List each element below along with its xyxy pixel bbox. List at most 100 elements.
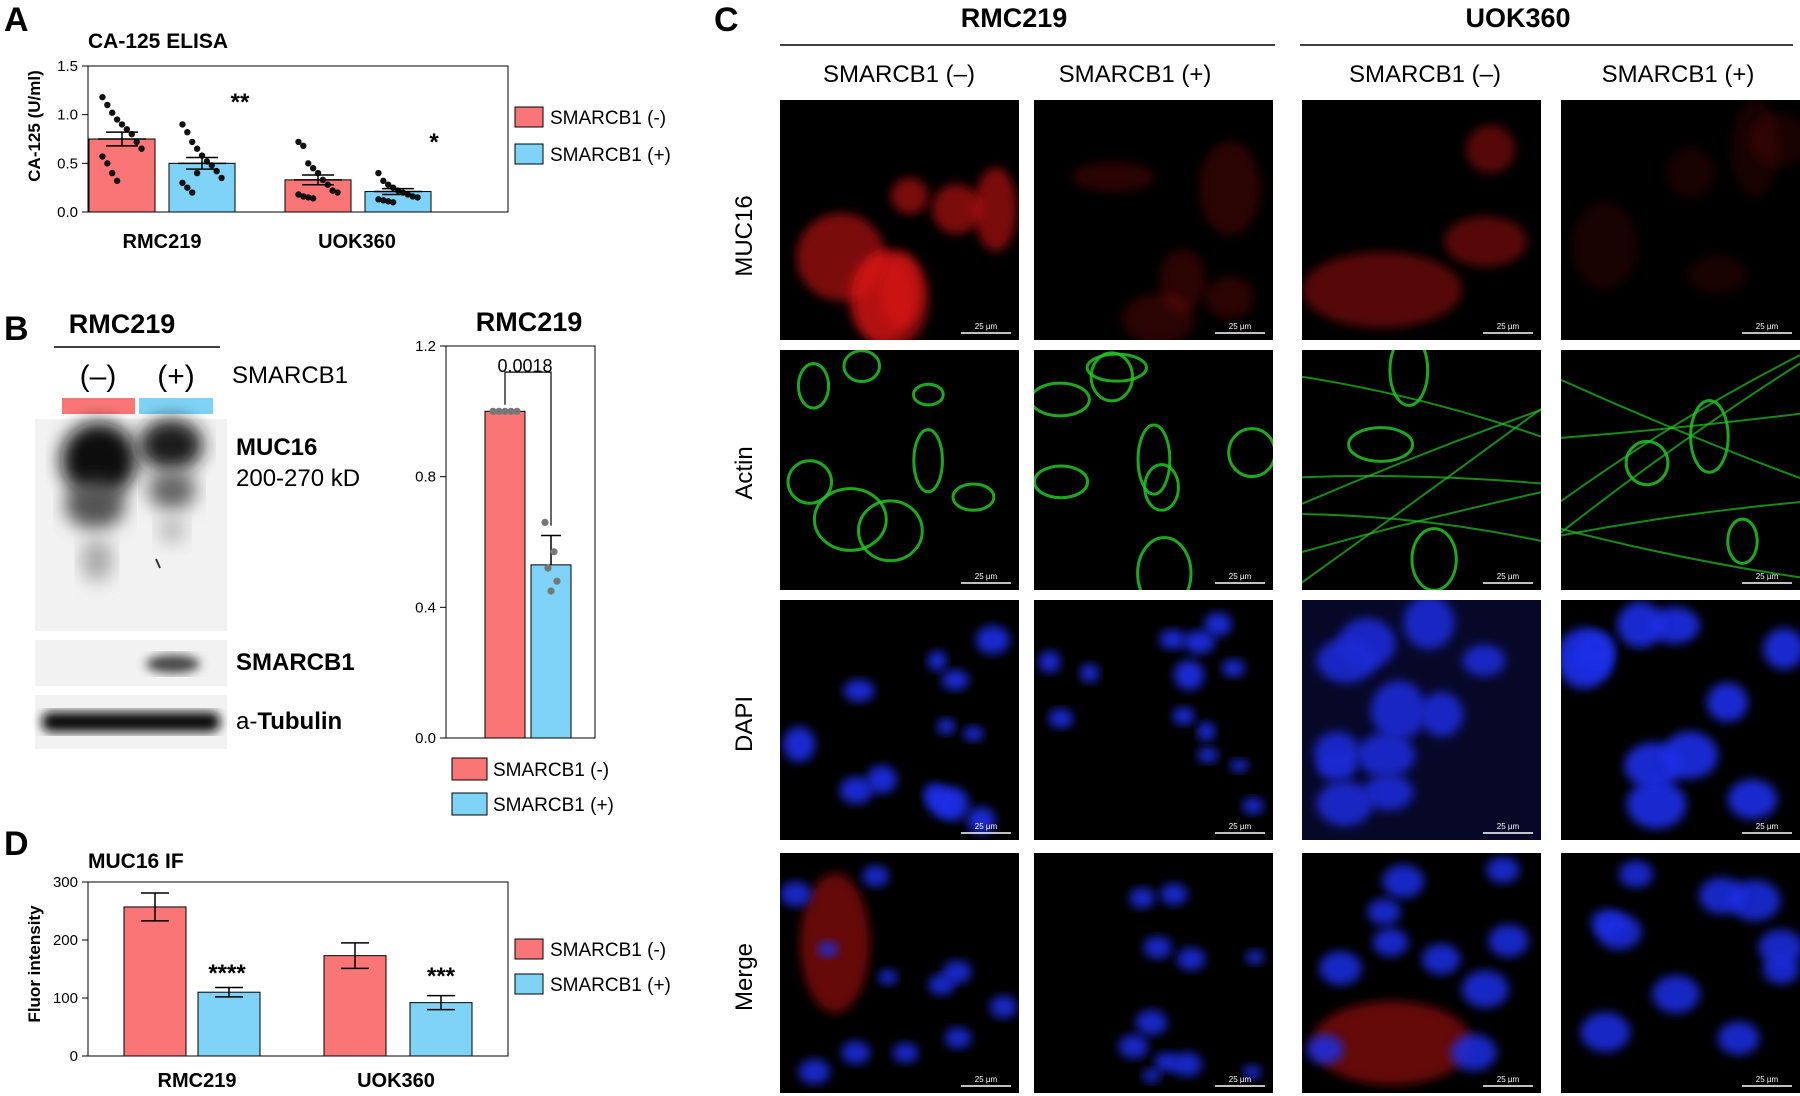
lane-label-pos: (+): [157, 360, 195, 393]
actin-fiber: [1561, 527, 1800, 579]
scale-bar-label: 25 µm: [1497, 572, 1520, 581]
lane-color-bar-pos: [139, 398, 213, 414]
bar: [409, 1002, 473, 1057]
bar-point: [99, 153, 106, 160]
band-label-tubulin: a-Tubulin: [236, 708, 342, 735]
legend-swatch-neg: [451, 757, 488, 781]
row-label-muc16: MUC16: [731, 195, 758, 276]
bar-point: [218, 174, 225, 182]
micrograph-content: [1034, 100, 1273, 340]
micrograph-merge-1: 25 µm: [780, 853, 1019, 1093]
nucleus: [1197, 747, 1219, 763]
panel-label-c: C: [714, 1, 739, 39]
actin-fiber: [1302, 513, 1541, 542]
panel-a-legend: SMARCB1 (-) SMARCB1 (+): [514, 106, 671, 166]
actin-cell-outline: [1624, 439, 1670, 487]
merge-nucleus: [1580, 1012, 1631, 1053]
blot-header: RMC219: [69, 309, 176, 339]
merge-nucleus: [1171, 1052, 1203, 1077]
panel-d-category-2: UOK360: [357, 1070, 435, 1092]
merge-nucleus: [1176, 947, 1206, 971]
bar-point: [547, 587, 555, 595]
y-tick-label: 0.8: [415, 469, 436, 486]
panel-d-chart: 0 100 200 300: [53, 874, 509, 1065]
actin-cell-outline: [1410, 527, 1458, 590]
micrograph-content: [1302, 100, 1541, 340]
bar-point: [507, 407, 515, 415]
nucleus: [1172, 707, 1195, 725]
merge-nucleus: [928, 974, 955, 996]
nucleus: [1617, 601, 1664, 648]
scale-bar-label: 25 µm: [1756, 322, 1779, 331]
merge-nucleus: [1382, 864, 1425, 899]
micrograph-actin-4: 25 µm: [1561, 350, 1800, 590]
bar-point: [550, 548, 558, 556]
actin-cell-outline: [1227, 427, 1273, 479]
nucleus: [1420, 691, 1464, 737]
merge-nucleus: [1421, 943, 1461, 975]
muc16-cell: [1571, 201, 1638, 291]
legend-swatch-pos: [514, 143, 544, 165]
merge-nucleus: [817, 941, 838, 958]
micrograph-dapi-3: 25 µm: [1302, 600, 1541, 840]
micrograph-content: [1561, 601, 1800, 829]
bar-point: [138, 145, 145, 152]
panel-a-ylabel: CA-125 (U/ml): [25, 70, 44, 181]
actin-cell-outline: [786, 459, 834, 505]
merge-nucleus: [1652, 975, 1700, 1014]
bar-point: [104, 160, 111, 167]
nucleus: [1650, 606, 1700, 644]
bar-point: [295, 138, 302, 146]
merge-nucleus: [1450, 1034, 1497, 1071]
muc16-cell: [1071, 162, 1156, 192]
merge-nucleus: [878, 969, 898, 986]
actin-fiber: [1561, 412, 1800, 439]
panel-label-b: B: [4, 310, 29, 348]
muc16-cell: [974, 167, 1018, 252]
actin-fiber: [1561, 362, 1800, 534]
merge-nucleus: [989, 995, 1018, 1019]
scale-bar-label: 25 µm: [975, 822, 998, 831]
nucleus: [963, 726, 984, 742]
panel-label-a: A: [4, 1, 29, 39]
micrograph-grid: 25 µm 25 µm 25 µm 25 µm 25 µm 25 µm 25 µm 25 µm…: [780, 100, 1800, 1093]
micrograph-actin-2: 25 µm: [1034, 350, 1273, 590]
actin-cell-outline: [1388, 350, 1430, 407]
micrograph-content: [1302, 600, 1541, 840]
muc16-cell: [1749, 112, 1800, 167]
merge-nucleus: [1758, 929, 1800, 966]
merge-nucleus: [944, 1027, 972, 1049]
muc16-cell: [1302, 252, 1462, 328]
nucleus: [1356, 733, 1415, 778]
merge-nucleus: [862, 865, 889, 887]
muc16-cell: [890, 177, 929, 215]
bar-point: [184, 128, 191, 136]
nucleus: [1038, 650, 1061, 673]
bar-point: [300, 142, 307, 150]
y-tick-label: 1.2: [415, 338, 436, 355]
legend-label-pos: SMARCB1 (+): [550, 975, 671, 996]
bar-point: [305, 160, 312, 167]
scale-bar-label: 25 µm: [1229, 572, 1252, 581]
nucleus: [866, 765, 897, 794]
y-tick-label: 300: [53, 874, 78, 891]
nucleus: [967, 806, 996, 834]
band-label-muc16: MUC16: [236, 434, 317, 461]
bar-point: [189, 138, 196, 146]
actin-fiber: [1302, 408, 1541, 505]
merge-nucleus: [780, 881, 812, 907]
actin-cell-outline: [856, 499, 924, 563]
actin-cell-outline: [951, 482, 996, 512]
nucleus: [1363, 774, 1414, 811]
micrograph-content: [1038, 612, 1264, 815]
micrograph-merge-2: 25 µm: [1034, 853, 1273, 1093]
actin-cell-outline: [912, 382, 945, 407]
legend-label-neg: SMARCB1 (-): [550, 108, 666, 129]
bar-point: [295, 191, 302, 198]
nucleus: [1230, 759, 1249, 773]
nucleus: [1706, 682, 1748, 723]
micrograph-content: [1034, 853, 1273, 1093]
legend-swatch-pos: [514, 973, 544, 995]
legend-swatch-neg: [514, 106, 544, 128]
panel-d-title: MUC16 IF: [88, 850, 184, 873]
